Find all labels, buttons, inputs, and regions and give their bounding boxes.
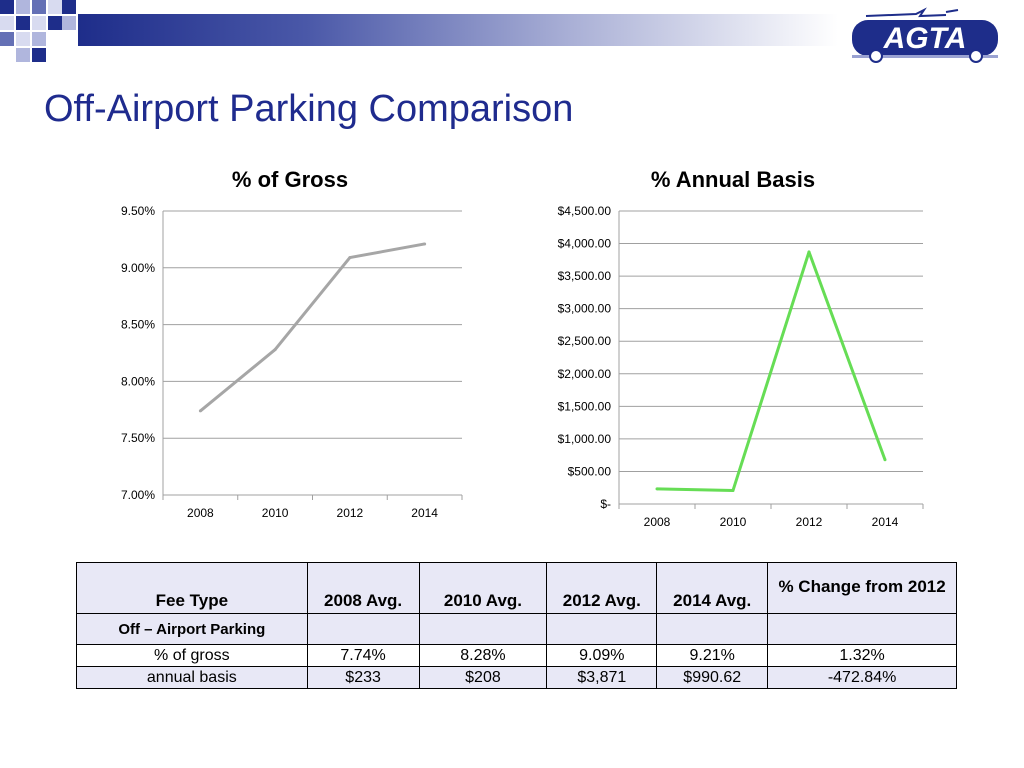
table-cell: -472.84%	[767, 666, 957, 689]
table-cell: 9.21%	[656, 644, 769, 667]
series-line	[199, 242, 425, 413]
x-tick-label: 2014	[411, 506, 438, 520]
table-cell: $233	[306, 666, 420, 689]
table-cell: $208	[418, 666, 548, 689]
data-point	[198, 409, 202, 413]
chart-title: % Annual Basis	[651, 167, 815, 192]
table-section-row: Off – Airport Parking	[76, 613, 957, 645]
header-gradient-bar	[78, 14, 838, 46]
table-cell: annual basis	[76, 666, 308, 689]
y-tick-label: 7.00%	[121, 488, 155, 502]
table-cell: $3,871	[546, 666, 658, 689]
annual-basis-chart: % Annual Basis $4,500.00 $4,000.00 $3,500.…	[558, 167, 924, 529]
x-tick-label: 2010	[720, 515, 747, 529]
header-2010-avg: 2010 Avg.	[418, 562, 548, 614]
gross-percent-chart: % of Gross 9.50% 9.00% 8.50% 8.00% 7.50% 7.00…	[121, 167, 463, 520]
header-2014-avg: 2014 Avg.	[656, 562, 769, 614]
data-point	[423, 242, 427, 246]
y-tick-label: $4,500.00	[558, 204, 612, 218]
data-point	[655, 487, 659, 491]
y-tick-label: 8.50%	[121, 318, 155, 332]
series-line	[656, 250, 887, 492]
table-header-row: Fee Type 2008 Avg. 2010 Avg. 2012 Avg. 2…	[76, 562, 957, 614]
header-2008-avg: 2008 Avg.	[306, 562, 420, 614]
data-point	[731, 488, 735, 492]
table-cell: 7.74%	[306, 644, 420, 667]
x-tick-label: 2014	[872, 515, 899, 529]
y-tick-label: 7.50%	[121, 431, 155, 445]
y-tick-label: $1,000.00	[558, 432, 612, 446]
table-cell: % of gross	[76, 644, 308, 667]
table-cell: $990.62	[656, 666, 769, 689]
y-tick-label: $2,000.00	[558, 367, 612, 381]
y-tick-label: $500.00	[568, 464, 612, 478]
y-tick-label: 8.00%	[121, 374, 155, 388]
slide-title: Off-Airport Parking Comparison	[44, 88, 574, 130]
data-point	[807, 250, 811, 254]
data-point	[273, 348, 277, 352]
header-2012-avg: 2012 Avg.	[546, 562, 658, 614]
y-tick-label: $3,000.00	[558, 302, 612, 316]
y-tick-label: $3,500.00	[558, 269, 612, 283]
y-tick-label: $2,500.00	[558, 334, 612, 348]
y-tick-label: $1,500.00	[558, 399, 612, 413]
y-tick-label: $4,000.00	[558, 237, 612, 251]
section-label: Off – Airport Parking	[76, 613, 308, 645]
table-row: % of gross 7.74% 8.28% 9.09% 9.21% 1.32%	[76, 644, 957, 667]
x-tick-label: 2012	[337, 506, 364, 520]
x-tick-label: 2010	[262, 506, 289, 520]
x-tick-label: 2012	[796, 515, 823, 529]
table-cell: 9.09%	[546, 644, 658, 667]
table-row: annual basis $233 $208 $3,871 $990.62 -4…	[76, 666, 957, 689]
y-tick-label: 9.00%	[121, 261, 155, 275]
decorative-squares	[0, 0, 76, 62]
data-point	[348, 256, 352, 260]
y-tick-label: 9.50%	[121, 204, 155, 218]
x-tick-label: 2008	[187, 506, 214, 520]
logo-text: AGTA	[883, 22, 967, 55]
chart-title: % of Gross	[232, 167, 348, 192]
table-cell: 1.32%	[767, 644, 957, 667]
header-fee-type: Fee Type	[76, 562, 308, 614]
header-percent-change: % Change from 2012	[767, 562, 957, 614]
fee-comparison-table: Fee Type 2008 Avg. 2010 Avg. 2012 Avg. 2…	[76, 562, 957, 689]
agta-logo: AGTA	[852, 7, 998, 63]
x-tick-label: 2008	[644, 515, 671, 529]
table-cell: 8.28%	[418, 644, 548, 667]
y-tick-label: $-	[600, 497, 611, 511]
data-point	[883, 458, 887, 462]
